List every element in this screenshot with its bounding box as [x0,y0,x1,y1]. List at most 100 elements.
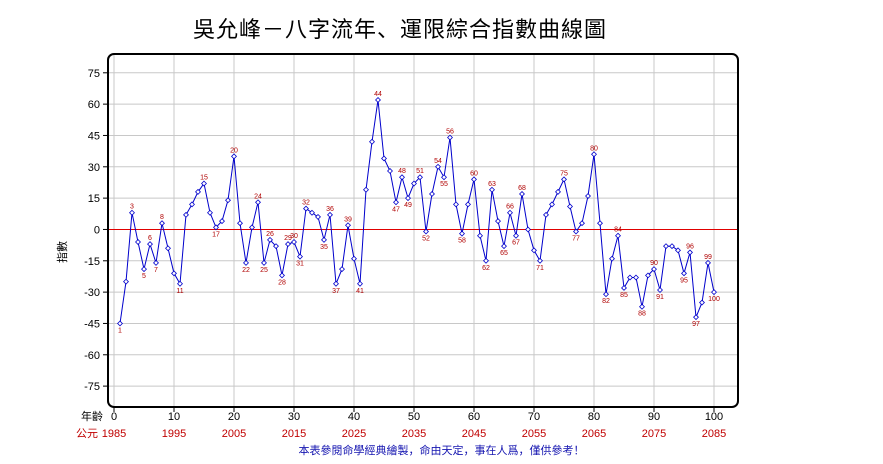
point-label: 30 [290,233,298,240]
point-label: 95 [680,277,688,284]
data-point [303,205,309,212]
data-point [357,280,363,287]
point-label: 5 [142,273,146,280]
data-point [123,278,129,285]
data-point [549,201,555,208]
data-point [675,247,681,254]
data-point [117,320,123,327]
x-tick-label: 100 [705,411,723,423]
data-point [261,259,267,266]
data-point [573,228,579,235]
grid-lines [108,54,738,407]
point-label: 65 [500,250,508,257]
data-point [363,186,369,193]
data-point [687,249,693,256]
point-label: 36 [326,206,334,213]
year-tick-label: 2005 [222,428,246,440]
data-point [135,239,141,245]
data-point [327,211,333,218]
point-label: 71 [536,265,544,272]
point-label: 54 [434,158,442,165]
point-label: 29 [284,235,292,242]
data-point [501,243,507,250]
point-label: 75 [560,170,568,177]
y-axis-ticks: 75 60 45 30 15 0 -15 -30 -45 -60 -75 [84,68,108,393]
data-point [525,226,531,233]
data-point [171,270,177,277]
data-point [291,239,297,245]
point-label: 39 [344,216,352,223]
point-label: 85 [620,292,628,299]
point-label: 24 [254,193,262,200]
data-point [147,241,153,248]
data-point [177,280,183,287]
series-path [119,99,715,324]
x-tick-label: 20 [228,411,240,423]
point-label: 26 [266,231,274,238]
y-tick-label: 75 [88,68,100,80]
data-point [219,218,225,225]
data-point [477,232,483,239]
point-label: 88 [638,311,646,318]
point-label: 20 [230,147,238,154]
y-tick-label: 45 [88,130,100,142]
data-point [369,138,375,145]
point-label: 99 [704,254,712,261]
year-tick-label: 2085 [702,428,726,440]
year-tick-label: 2025 [342,428,366,440]
data-point [243,259,249,266]
data-point [543,211,549,218]
plot-frame [107,53,739,408]
data-point [393,199,399,206]
point-labels: 1356781115172022242526282930313235363739… [118,91,720,334]
point-label: 37 [332,288,340,295]
data-point [267,236,273,243]
data-point [567,203,573,210]
point-label: 91 [656,294,664,301]
data-point [201,180,207,187]
data-point [531,247,537,254]
x-tick-label: 40 [348,411,360,423]
point-label: 32 [302,200,310,207]
point-label: 66 [506,204,514,211]
data-point [279,272,285,279]
data-point [249,224,255,231]
data-point [405,195,411,202]
point-label: 62 [482,265,490,272]
data-point [225,197,231,204]
data-point [663,243,669,250]
data-point [423,228,429,235]
data-point [453,201,459,208]
x-tick-label: 0 [111,411,117,423]
point-label: 3 [130,204,134,211]
data-point [495,218,501,225]
point-label: 67 [512,240,520,247]
data-point [657,287,663,293]
data-point [585,193,591,200]
point-label: 28 [278,279,286,286]
data-point [333,280,339,287]
point-label: 49 [404,202,412,209]
data-point [699,299,705,306]
footer-note: 本表參閱命學經典繪製，命由天定，事在人爲，僅供參考！ [298,444,585,457]
data-point [561,176,567,183]
data-point [711,289,717,296]
data-point [489,186,495,193]
plot-border [107,53,739,408]
point-label: 22 [242,267,250,274]
data-point [159,220,165,227]
data-point [645,272,651,279]
x-tick-label: 90 [648,411,660,423]
data-point [165,245,171,252]
data-point [483,257,489,264]
year-tick-label: 2055 [522,428,546,440]
data-point [639,303,645,310]
point-label: 82 [602,298,610,305]
data-point [417,174,423,181]
x-tick-label: 50 [408,411,420,423]
data-point [411,180,417,187]
data-point [621,284,627,291]
y-tick-label: 30 [88,162,100,174]
data-point [591,151,597,158]
point-label: 97 [692,321,700,328]
